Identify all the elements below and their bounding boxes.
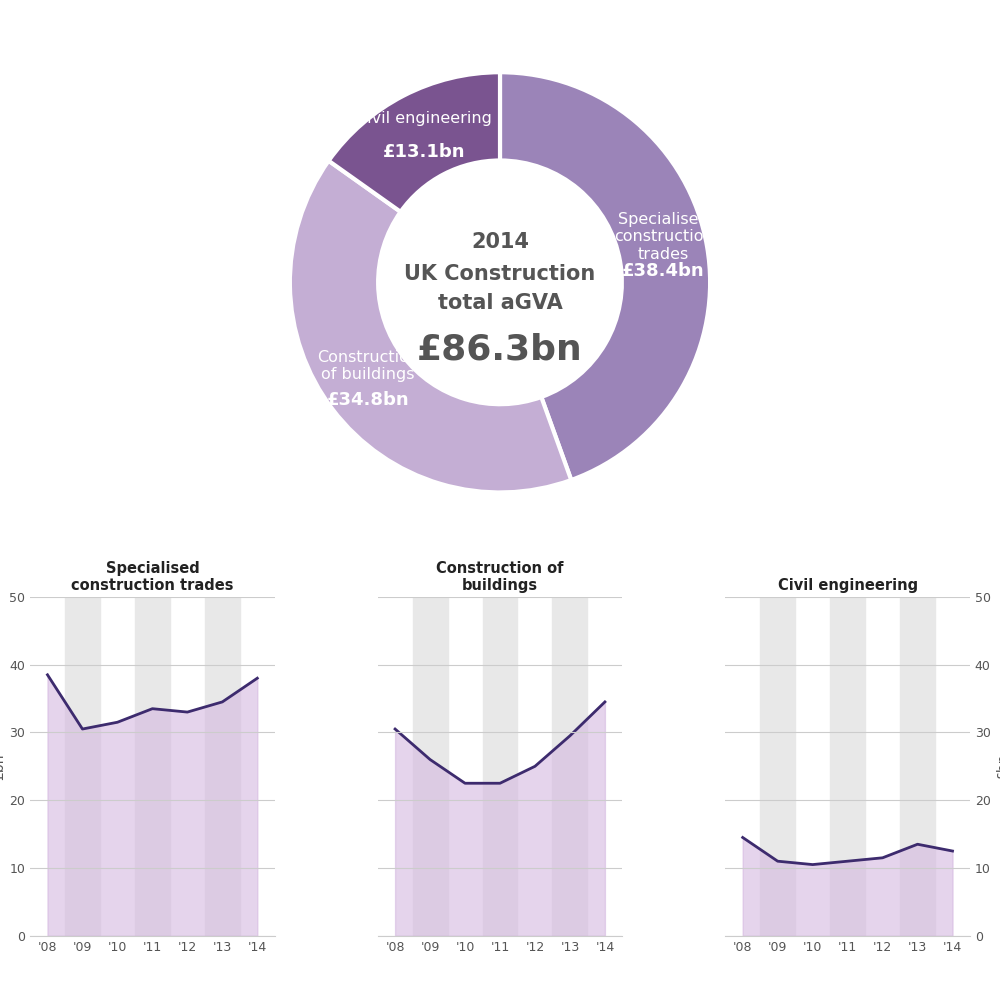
- Text: Civil engineering: Civil engineering: [356, 110, 492, 125]
- Wedge shape: [290, 161, 571, 492]
- Bar: [135, 597, 170, 936]
- Bar: [483, 597, 517, 936]
- Text: Specialised
construction
trades: Specialised construction trades: [614, 212, 713, 262]
- Text: £86.3bn: £86.3bn: [417, 333, 583, 366]
- Text: total aGVA: total aGVA: [438, 294, 562, 313]
- Text: 2014: 2014: [471, 232, 529, 252]
- Y-axis label: £bn: £bn: [996, 754, 1000, 779]
- Bar: [900, 597, 935, 936]
- Wedge shape: [329, 72, 500, 212]
- Y-axis label: £bn: £bn: [0, 754, 6, 779]
- Bar: [760, 597, 795, 936]
- Bar: [413, 597, 448, 936]
- Title: Specialised
construction trades: Specialised construction trades: [71, 560, 234, 593]
- Title: Civil engineering: Civil engineering: [778, 578, 918, 593]
- Title: Construction of
buildings: Construction of buildings: [436, 560, 564, 593]
- Bar: [552, 597, 587, 936]
- Bar: [205, 597, 240, 936]
- Text: £13.1bn: £13.1bn: [383, 143, 465, 161]
- Text: £34.8bn: £34.8bn: [327, 391, 409, 409]
- Text: £38.4bn: £38.4bn: [622, 262, 705, 280]
- Bar: [65, 597, 100, 936]
- Wedge shape: [500, 72, 710, 480]
- Text: UK Construction: UK Construction: [404, 264, 596, 284]
- Text: Construction
of buildings: Construction of buildings: [317, 350, 419, 382]
- Bar: [830, 597, 865, 936]
